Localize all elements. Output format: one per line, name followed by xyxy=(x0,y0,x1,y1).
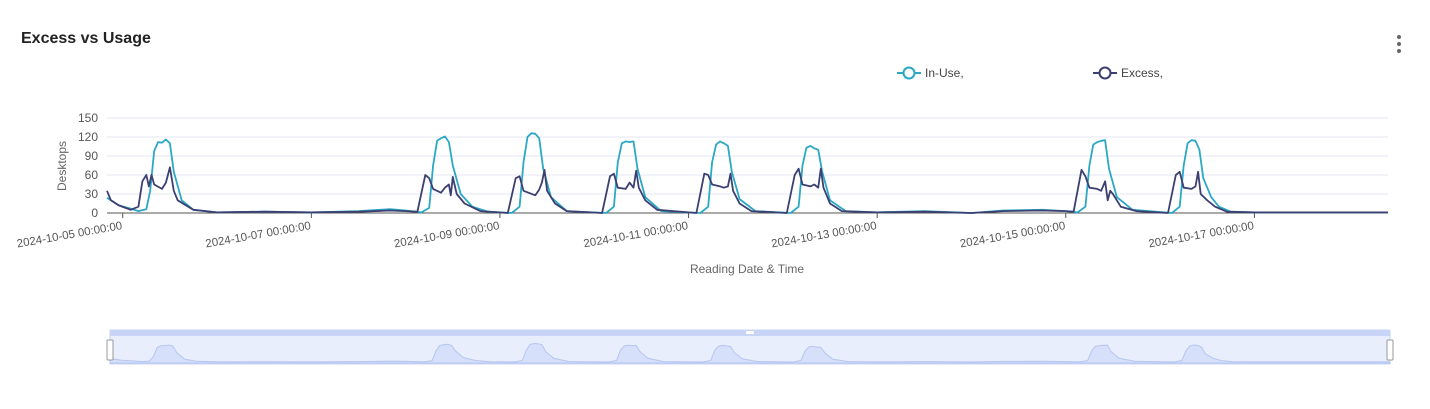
x-tick-label: 2024-10-09 00:00:00 xyxy=(393,220,500,250)
legend-label[interactable]: Excess, xyxy=(1121,66,1163,80)
plot-area xyxy=(106,132,1388,214)
y-tick-label: 120 xyxy=(78,130,98,144)
grid xyxy=(107,117,1388,214)
x-tick-label: 2024-10-13 00:00:00 xyxy=(770,220,877,250)
x-tick-label: 2024-10-07 00:00:00 xyxy=(205,220,312,250)
x-axis-label: Reading Date & Time xyxy=(690,262,804,276)
series-line-in-use xyxy=(106,132,1388,214)
legend: In-Use, Excess, xyxy=(897,66,1163,80)
y-axis: 0 30 60 90 120 150 xyxy=(78,111,98,220)
x-tick-label: 2024-10-05 00:00:00 xyxy=(16,220,123,250)
legend-label[interactable]: In-Use, xyxy=(925,66,964,80)
zoom-drag-grip[interactable] xyxy=(746,331,754,334)
x-tick-label: 2024-10-11 00:00:00 xyxy=(583,220,689,250)
zoom-slider[interactable] xyxy=(106,329,1394,365)
x-tick-label: 2024-10-15 00:00:00 xyxy=(959,220,1066,250)
legend-marker[interactable] xyxy=(902,66,916,80)
more-vertical-icon[interactable] xyxy=(1392,35,1406,53)
y-tick-label: 30 xyxy=(85,187,99,201)
series-line-excess xyxy=(106,166,1388,214)
y-tick-label: 90 xyxy=(85,149,99,163)
zoom-preview-area xyxy=(109,342,1391,364)
y-tick-label: 60 xyxy=(85,168,99,182)
x-axis: 2024-10-05 00:00:00 2024-10-07 00:00:00 20… xyxy=(16,213,1255,250)
y-tick-label: 0 xyxy=(91,206,98,220)
legend-marker[interactable] xyxy=(1098,66,1112,80)
y-axis-label: Desktops xyxy=(55,141,69,191)
zoom-handle-right[interactable] xyxy=(1386,339,1394,361)
zoom-handle-left[interactable] xyxy=(106,339,114,361)
y-tick-label: 150 xyxy=(78,111,98,125)
chart-title: Excess vs Usage xyxy=(21,30,151,47)
x-tick-label: 2024-10-17 00:00:00 xyxy=(1148,220,1255,250)
